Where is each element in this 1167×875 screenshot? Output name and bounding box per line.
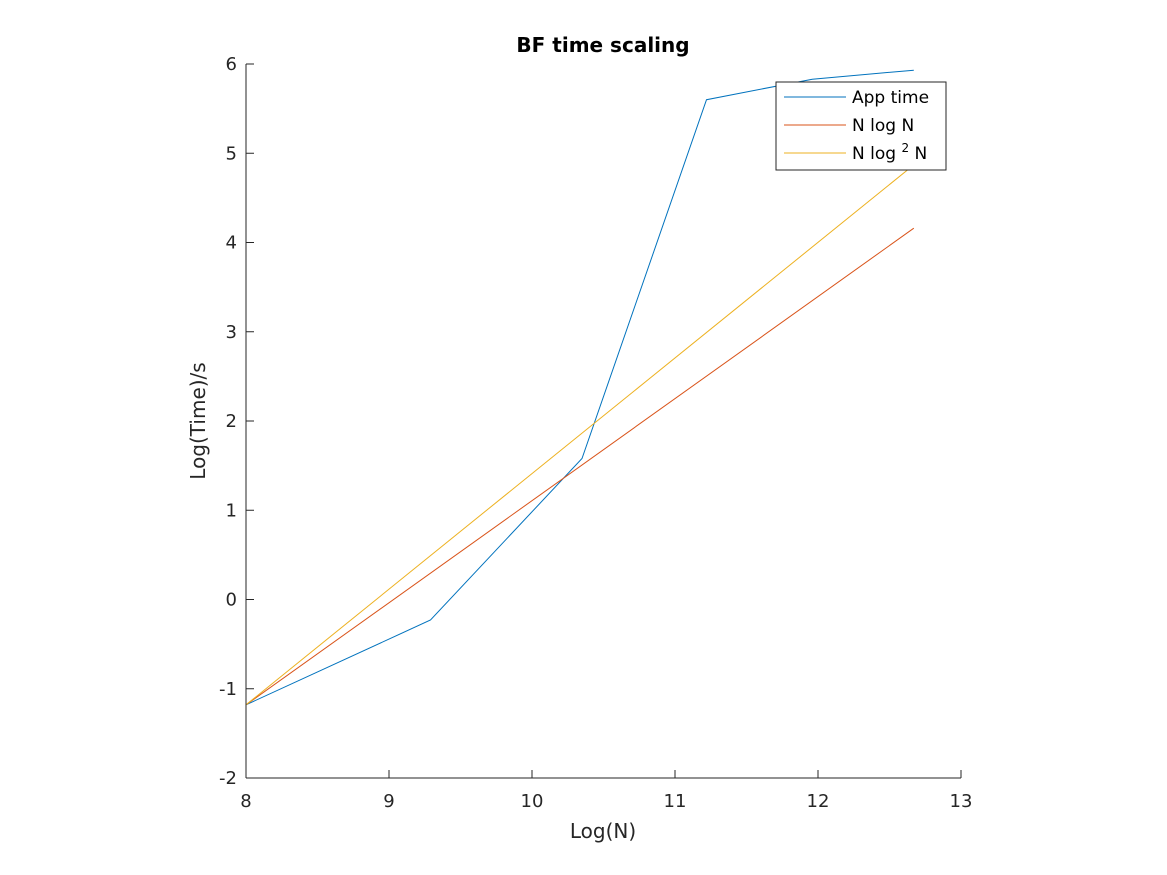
x-tick-label: 8 bbox=[240, 791, 251, 812]
series-layer bbox=[245, 69, 915, 706]
x-axis-title: Log(N) bbox=[570, 819, 636, 843]
y-tick-label: 4 bbox=[226, 233, 237, 254]
y-tick-label: 2 bbox=[226, 411, 237, 432]
y-axis-title: Log(Time)/s bbox=[186, 362, 210, 479]
legend-label-3: N log 2 N bbox=[852, 141, 927, 164]
legend-label-2: N log N bbox=[852, 116, 914, 136]
series-line-1 bbox=[245, 69, 914, 706]
y-tick-label: 3 bbox=[226, 322, 237, 343]
x-tick-label: 11 bbox=[664, 791, 687, 812]
legend-superscript: 2 bbox=[901, 141, 909, 155]
y-tick-label: 1 bbox=[226, 500, 237, 521]
y-tick-label: 5 bbox=[226, 143, 237, 164]
legend: App time N log N N log 2 N bbox=[775, 81, 947, 171]
x-tick-label: 13 bbox=[950, 791, 973, 812]
legend-label-1: App time bbox=[852, 88, 929, 108]
y-tick-label: -2 bbox=[219, 768, 237, 789]
series-line-3 bbox=[245, 164, 915, 706]
x-tick-label: 12 bbox=[807, 791, 830, 812]
legend-label-tail: N bbox=[909, 144, 927, 164]
series-line-2 bbox=[245, 227, 915, 706]
axes-layer bbox=[245, 64, 961, 779]
y-tick-label: -1 bbox=[219, 679, 237, 700]
y-tick-label: 6 bbox=[226, 54, 237, 75]
x-tick-label: 9 bbox=[383, 791, 394, 812]
x-tick-label: 10 bbox=[521, 791, 544, 812]
chart-title: BF time scaling bbox=[516, 33, 689, 57]
y-tick-label: 0 bbox=[226, 590, 237, 611]
